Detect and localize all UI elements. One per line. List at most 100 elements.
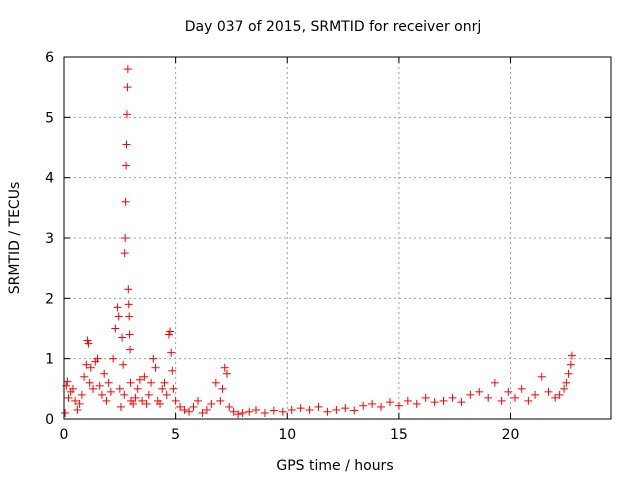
x-tick-label: 20	[502, 427, 520, 443]
data-point	[218, 384, 227, 393]
data-point	[198, 408, 207, 417]
data-point	[229, 407, 238, 416]
data-point	[121, 197, 130, 206]
data-point	[510, 393, 519, 402]
data-point	[314, 402, 323, 411]
data-point	[138, 396, 147, 405]
y-tick-label: 6	[45, 50, 54, 66]
data-point	[169, 384, 178, 393]
data-point	[403, 396, 412, 405]
data-point	[93, 354, 102, 363]
data-point	[126, 345, 135, 354]
data-point	[167, 348, 176, 357]
data-point	[95, 381, 104, 390]
data-point	[64, 393, 73, 402]
data-point	[421, 393, 430, 402]
data-point	[63, 377, 72, 386]
data-point	[151, 363, 160, 372]
data-point	[135, 375, 144, 384]
data-point	[176, 402, 185, 411]
data-point	[61, 408, 70, 417]
data-point	[125, 312, 134, 321]
data-point	[430, 398, 439, 407]
data-point	[122, 140, 131, 149]
data-point	[166, 327, 175, 336]
data-point	[147, 378, 156, 387]
data-point	[82, 360, 91, 369]
x-axis-label: GPS time / hours	[276, 458, 393, 474]
data-point	[124, 300, 133, 309]
data-point	[359, 401, 368, 410]
data-point	[189, 402, 198, 411]
data-point	[287, 405, 296, 414]
data-point	[160, 378, 169, 387]
data-point	[125, 330, 134, 339]
data-point	[140, 372, 149, 381]
data-point	[133, 384, 142, 393]
data-point	[305, 405, 314, 414]
data-point	[123, 65, 132, 74]
data-point	[73, 405, 82, 414]
data-point	[104, 378, 113, 387]
data-point	[252, 405, 261, 414]
data-point	[89, 384, 98, 393]
data-point	[119, 360, 128, 369]
x-tick-label: 0	[60, 427, 69, 443]
data-point	[560, 384, 569, 393]
data-point	[245, 407, 254, 416]
y-axis-label: SRMTID / TECUs	[7, 182, 23, 295]
data-point	[121, 234, 130, 242]
data-point	[75, 399, 84, 408]
data-point	[97, 390, 106, 399]
data-point	[457, 398, 466, 407]
data-point	[238, 408, 247, 417]
data-point	[475, 387, 484, 396]
data-point	[202, 405, 211, 414]
data-point	[269, 406, 278, 415]
x-tick-label: 10	[278, 427, 296, 443]
y-tick-label: 5	[45, 110, 54, 126]
data-point	[106, 387, 115, 396]
data-point	[113, 303, 122, 312]
data-point	[102, 396, 111, 405]
data-point	[131, 393, 140, 402]
data-point	[531, 390, 540, 399]
data-point	[220, 363, 229, 372]
data-point	[122, 161, 131, 170]
data-point	[129, 399, 138, 408]
data-point	[116, 402, 125, 411]
data-point	[555, 390, 564, 399]
data-point	[341, 404, 350, 413]
data-point	[144, 390, 153, 399]
data-point	[368, 399, 377, 408]
data-point	[84, 339, 93, 348]
data-point	[156, 399, 165, 408]
data-point	[77, 390, 86, 399]
y-tick-label: 0	[45, 412, 54, 428]
data-point	[122, 110, 131, 119]
data-point	[504, 387, 513, 396]
data-point	[412, 399, 421, 408]
data-point	[567, 351, 576, 360]
data-point	[120, 249, 129, 258]
data-point	[544, 387, 553, 396]
data-point	[111, 324, 120, 333]
data-point	[225, 402, 234, 411]
x-tick-label: 5	[171, 427, 180, 443]
y-tick-label: 3	[45, 231, 54, 247]
data-point	[323, 407, 332, 416]
data-point	[115, 384, 124, 393]
data-point	[180, 405, 189, 414]
data-point	[168, 366, 177, 375]
data-point	[207, 399, 216, 408]
data-point	[85, 378, 94, 387]
data-point	[120, 390, 129, 399]
data-point	[118, 333, 127, 342]
data-point	[126, 378, 135, 387]
data-point	[566, 360, 575, 369]
data-point	[564, 369, 573, 378]
data-point	[448, 393, 457, 402]
